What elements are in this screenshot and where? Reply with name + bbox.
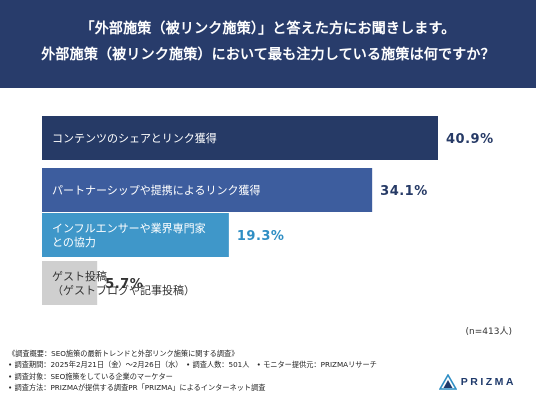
bar-4 (42, 261, 98, 305)
bar-4-category-label: ゲスト投稿 (52, 269, 107, 283)
survey-note-period: • 調査期間：2025年2月21日（金）〜2月26日（水） • 調査人数：501… (8, 360, 377, 370)
bar-3-value-label: 19.3% (237, 229, 285, 244)
bar-4-value-label: 5.7% (105, 277, 143, 292)
survey-note-method: • 調査方法：PRIZMAが提供する調査PR「PRIZMA」によるインターネット… (8, 383, 266, 393)
survey-note-target: • 調査対象：SEO施策をしている企業のマーケター (8, 371, 173, 381)
prizma-triangle-icon (438, 374, 457, 390)
question-header: 「外部施策（被リンク施策）」と答えた方にお聞きします。 外部施策（被リンク施策）… (0, 0, 536, 88)
question-line-1: 「外部施策（被リンク施策）」と答えた方にお聞きします。 (80, 21, 456, 37)
bar-3-category-label: との協力 (52, 236, 96, 249)
survey-note-title: 《調査概要：SEO施策の最新トレンドと外部リンク施策に関する調査》 (8, 349, 239, 358)
bar-2 (42, 168, 373, 212)
bar-1-category-label: コンテンツのシェアとリンク獲得 (52, 132, 217, 145)
prizma-logo: PRIZMA (438, 374, 516, 390)
bar-1 (42, 116, 438, 160)
survey-notes: 《調査概要：SEO施策の最新トレンドと外部リンク施策に関する調査》 • 調査期間… (8, 348, 438, 394)
bar-2-value-label: 34.1% (380, 184, 428, 199)
sample-size-note: (n=413人) (465, 327, 512, 337)
bar-4-category-label: （ゲストブログや記事投稿） (52, 283, 195, 297)
bar-3-category-label: インフルエンサーや業界専門家 (52, 221, 206, 235)
bar-1-value-label: 40.9% (446, 132, 494, 147)
logo-text: PRIZMA (460, 376, 516, 388)
bar-chart: コンテンツのシェアとリンク獲得 40.9% パートナーシップや提携によるリンク獲得 3… (42, 116, 494, 305)
bar-3 (42, 213, 229, 257)
question-line-2: 外部施策（被リンク施策）において最も注力している施策は何ですか？ (41, 47, 495, 63)
bar-2-category-label: パートナーシップや提携によるリンク獲得 (52, 183, 260, 197)
